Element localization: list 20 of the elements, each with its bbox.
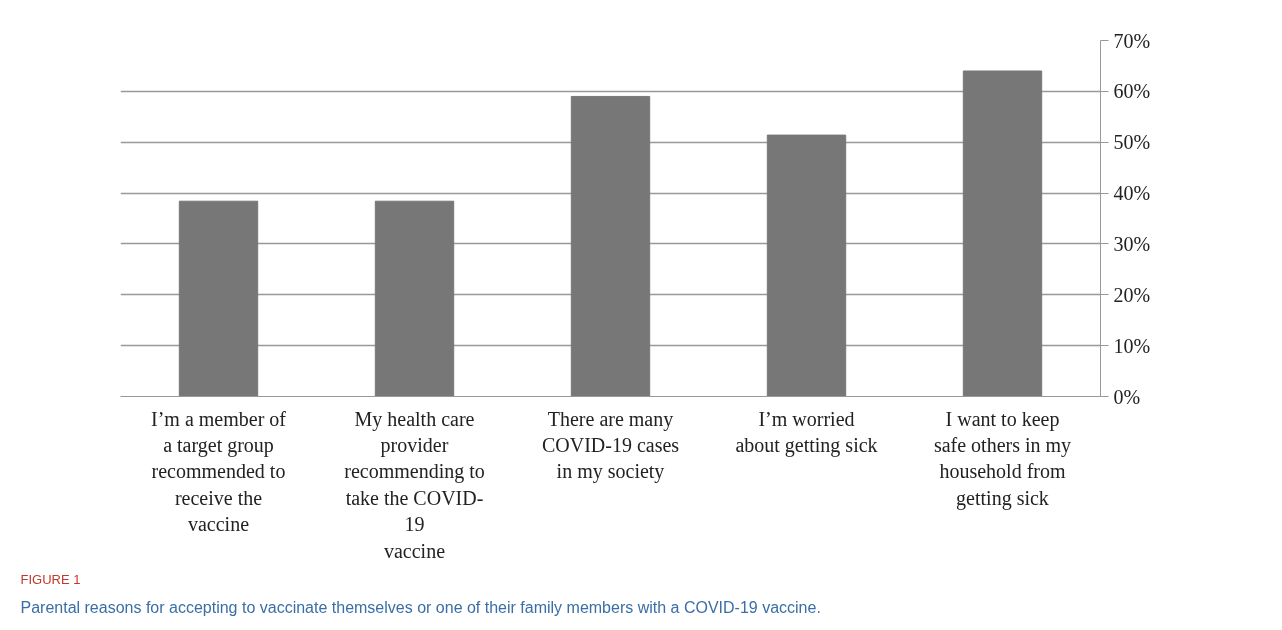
text: Parental reasons for accepting to vaccinate themselves or one of their family members with a COVID-19 vaccine. [20, 598, 821, 616]
y-tick-label: 60% [1113, 80, 1151, 103]
y-tick-label: 50% [1113, 131, 1151, 154]
bar [178, 200, 259, 397]
bar [962, 70, 1043, 397]
y-tick-label: 10% [1113, 334, 1151, 357]
y-tick-label: 30% [1113, 232, 1151, 255]
caption: FIGURE 1 [20, 571, 81, 587]
bar [570, 95, 651, 397]
y-tick-label: 0% [1113, 385, 1141, 408]
x-tick-label: I’m worried about getting sick [735, 407, 878, 457]
y-tick-label: 20% [1113, 283, 1151, 306]
x-tick-label: My health care provider recommending to take the COVID- 19 vaccine [344, 407, 485, 562]
x-tick-label: I want to keep safe others in my household from getting sick [933, 407, 1072, 510]
x-tick-label: I’m a member of a target group recommended to receive the vaccine [151, 407, 287, 536]
bar [374, 200, 455, 397]
y-tick-label: 40% [1113, 182, 1151, 205]
y-tick-label: 70% [1113, 29, 1151, 52]
x-tick-label: There are many COVID-19 cases in my society [541, 407, 680, 484]
bar [766, 134, 847, 397]
